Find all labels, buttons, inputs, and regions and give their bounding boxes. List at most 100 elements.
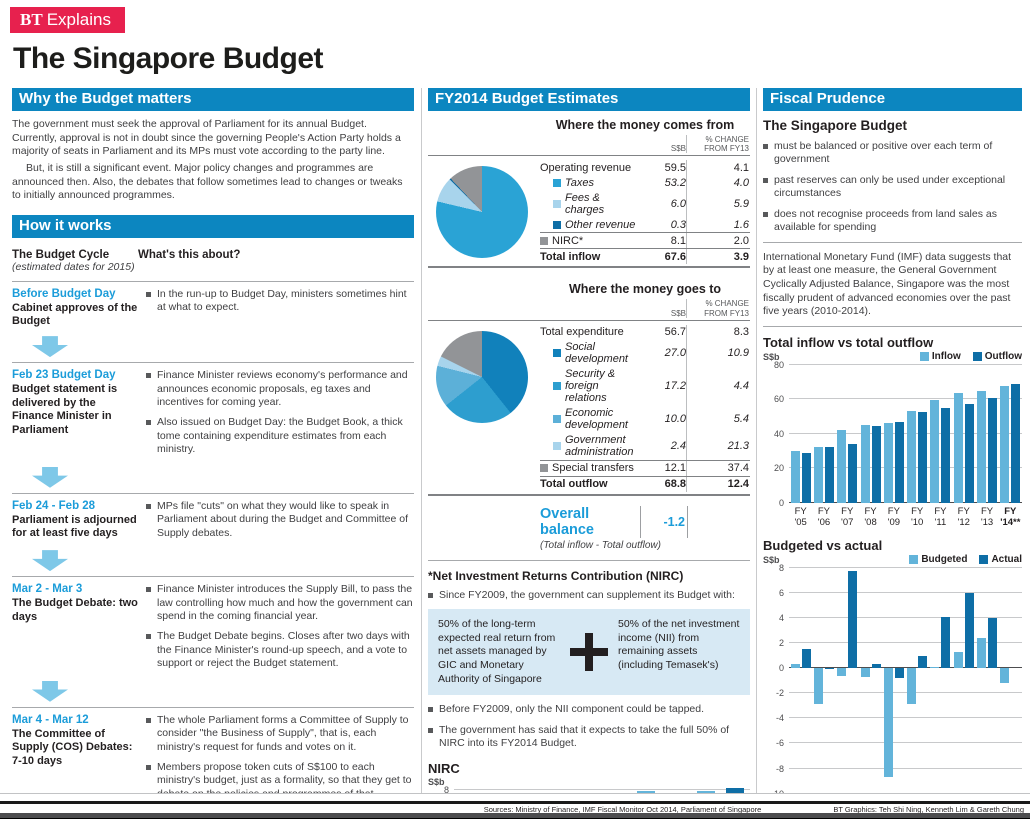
gridline	[789, 667, 1022, 669]
bar	[801, 452, 811, 503]
section-header-how: How it works	[12, 214, 414, 238]
row-label-cell: Fees & charges	[540, 190, 642, 217]
footer-bottom-bar	[0, 813, 1030, 819]
bar	[824, 668, 834, 670]
y-tick-label: 0	[778, 497, 784, 508]
row-label: Taxes	[565, 176, 594, 189]
y-tick-label: 80	[773, 359, 784, 370]
bar	[988, 617, 998, 669]
timeline-divider	[12, 362, 414, 364]
row-label: Other revenue	[565, 218, 636, 231]
chart-header-row: S$b Budgeted Actual	[763, 554, 1022, 565]
row-pct-change: 4.1	[686, 160, 750, 176]
legend-swatch-icon	[553, 382, 561, 391]
bar	[941, 407, 951, 503]
bar-group	[859, 365, 882, 503]
plus-icon	[570, 633, 608, 672]
legend-swatch-icon	[540, 464, 548, 473]
row-pct-change: 2.0	[686, 233, 750, 249]
row-label: Total expenditure	[540, 326, 624, 339]
y-tick-label: -2	[775, 688, 784, 699]
stage-title: The Committee of Supply (COS) Debates: 7…	[12, 727, 133, 768]
row-label-cell: Economic development	[540, 406, 642, 433]
gridline	[454, 788, 750, 790]
timeline: Before Budget Day Cabinet approves of the…	[12, 280, 414, 794]
legend-swatch-icon	[979, 554, 989, 564]
row-label-cell: Special transfers	[540, 461, 642, 476]
bullet-item: Before FY2009, only the NII component co…	[428, 703, 750, 716]
left-column: Why the Budget matters The government mu…	[12, 88, 414, 794]
bullet-text: Before FY2009, only the NII component co…	[439, 703, 705, 716]
timeline-header-row: The Budget Cycle (estimated dates for 20…	[12, 245, 414, 281]
bar	[790, 664, 800, 669]
down-arrow-icon	[32, 466, 68, 488]
row-value: 6.0	[670, 197, 686, 210]
fiscal-divider-1	[763, 241, 1022, 243]
table-body: Total expenditure 56.7 8.3 Social developme…	[428, 319, 750, 496]
row-label-cell: Total inflow	[540, 249, 642, 264]
y-axis-unit-label: S$b	[763, 554, 780, 565]
inflow-outflow-chart-title: Total inflow vs total outflow	[763, 334, 934, 350]
stage-title: The Budget Debate: two days	[12, 596, 138, 623]
budget-cycle-heading: The Budget Cycle (estimated dates for 20…	[12, 249, 138, 273]
legend-swatch-icon	[553, 199, 561, 208]
bullet-item: Finance Minister reviews economy's perfo…	[146, 369, 414, 409]
bar	[883, 423, 893, 503]
legend-item: Inflow	[919, 351, 961, 362]
bullet-item: Finance Minister introduces the Supply B…	[146, 583, 414, 623]
row-value: 0.3	[670, 218, 686, 231]
timeline-divider	[12, 492, 414, 494]
budgeted-actual-chart: Budgeted vs actual S$b Budgeted Actual 8 6 4 2 0…	[763, 538, 1022, 794]
page-title: The Singapore Budget	[13, 42, 324, 75]
gridline	[789, 767, 1022, 769]
x-tick-label: FY '08	[864, 505, 877, 529]
overall-balance-label: Overall balance	[540, 505, 594, 538]
bar-group	[836, 568, 859, 794]
row-pct-change: 4.0	[686, 175, 750, 191]
bar	[848, 571, 858, 669]
bullet-item: In the run-up to Budget Day, ministers s…	[146, 288, 414, 315]
row-label-cell: Total expenditure	[540, 325, 642, 340]
bar	[894, 668, 904, 679]
nirc-box-left-text: 50% of the long-term expected real retur…	[438, 618, 556, 685]
legend-swatch-icon	[972, 351, 982, 361]
why-paragraph-2: But, it is still a significant event. Ma…	[12, 161, 403, 202]
bar	[1011, 384, 1021, 503]
bar	[1000, 386, 1010, 503]
bar-group	[789, 568, 812, 794]
bar-group	[632, 790, 662, 794]
bullet-item: must be balanced or positive over each t…	[763, 140, 1022, 167]
row-pct-change: 10.9	[686, 339, 750, 367]
x-tick-label: FY '06	[817, 505, 831, 529]
legend-label: Outflow	[984, 350, 1022, 362]
bullet-item: does not recognise proceeds from land sa…	[763, 208, 1022, 235]
table-row: Total expenditure 56.7 8.3	[540, 324, 750, 340]
footer-sources: Sources: Ministry of Finance, IMF Fiscal…	[483, 805, 762, 814]
bullet-text: does not recognise proceeds from land sa…	[774, 207, 997, 234]
row-label: Total outflow	[540, 478, 608, 491]
x-tick-label: FY '10	[910, 505, 924, 529]
timeline-divider	[12, 576, 414, 578]
y-tick-label: 8	[778, 562, 784, 573]
legend-label: Actual	[991, 553, 1022, 565]
down-arrow-icon	[32, 680, 68, 702]
legend-item: Actual	[979, 554, 1022, 565]
y-tick-label: -4	[775, 713, 784, 724]
bullet-text: past reserves can only be used under exc…	[774, 173, 1006, 200]
bullet-item: Members propose token cuts of S$100 to e…	[146, 761, 414, 794]
bullet-square-icon	[146, 373, 151, 379]
legend-swatch-icon	[553, 415, 561, 424]
row-value: 12.1	[664, 462, 686, 475]
bar	[977, 637, 987, 669]
stage-title: Budget statement is delivered by the Fin…	[12, 382, 118, 437]
bullet-text: Members propose token cuts of S$100 to e…	[157, 761, 412, 794]
gridline	[789, 742, 1022, 744]
row-value: 68.8	[664, 478, 686, 491]
overall-balance-note: (Total inflow - Total outflow)	[540, 539, 661, 551]
overall-balance-value: -1.2	[640, 505, 687, 538]
badge-explains-label: Explains	[46, 10, 111, 29]
bar	[894, 421, 904, 503]
row-label-cell: Total outflow	[540, 477, 642, 492]
table-row: Fees & charges 6.0 5.9	[540, 190, 750, 218]
bullet-text: Finance Minister reviews economy's perfo…	[157, 369, 408, 409]
